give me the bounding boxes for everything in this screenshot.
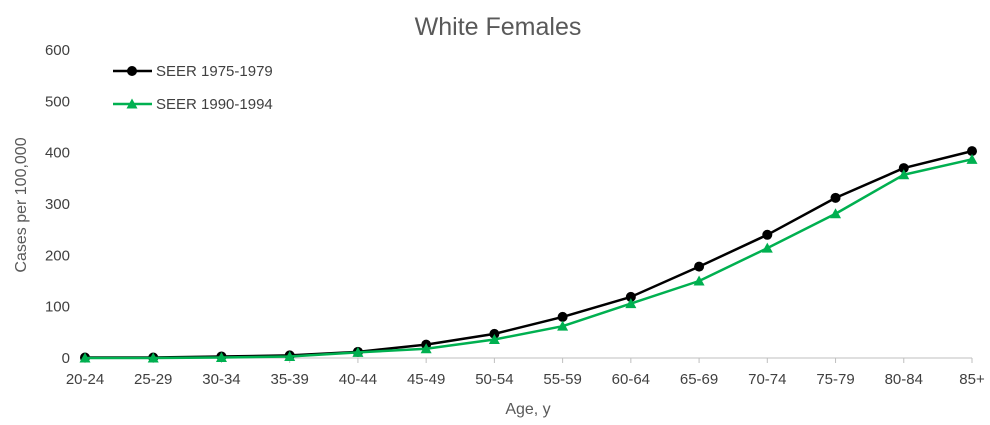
legend-marker-triangle bbox=[126, 98, 138, 109]
legend-label-1: SEER 1975-1979 bbox=[156, 63, 273, 80]
y-tick-label: 200 bbox=[45, 247, 70, 264]
data-point-triangle bbox=[284, 350, 296, 361]
x-tick-label: 45-49 bbox=[407, 371, 445, 388]
data-point-triangle bbox=[147, 352, 159, 363]
chart-title: White Females bbox=[415, 13, 582, 41]
x-tick-label: 55-59 bbox=[543, 371, 581, 388]
series-line-1 bbox=[85, 149, 973, 359]
x-tick-label: 75-79 bbox=[816, 371, 854, 388]
x-axis-title: Age, y bbox=[505, 401, 550, 418]
data-point-triangle bbox=[420, 343, 432, 354]
data-point-circle bbox=[625, 291, 636, 302]
x-tick-label: 40-44 bbox=[339, 371, 377, 388]
legend-label-2: SEER 1990-1994 bbox=[156, 96, 273, 113]
y-tick-label: 300 bbox=[45, 196, 70, 213]
legend: SEER 1975-1979 SEER 1990-1994 bbox=[113, 63, 273, 113]
data-point-triangle bbox=[215, 351, 227, 362]
data-point-triangle bbox=[693, 275, 705, 286]
data-point-triangle bbox=[830, 208, 842, 219]
y-tick-label: 600 bbox=[45, 42, 70, 59]
data-point-circle bbox=[898, 163, 909, 174]
legend-item-seer-1975-1979: SEER 1975-1979 bbox=[113, 63, 273, 80]
data-point-triangle bbox=[488, 334, 500, 345]
data-point-triangle bbox=[557, 320, 569, 331]
x-tick-label: 50-54 bbox=[475, 371, 513, 388]
y-tick-label: 400 bbox=[45, 145, 70, 162]
x-axis-ticks: 20-24 25-29 30-34 35-39 40-44 45-49 50-54 55-59… bbox=[66, 358, 985, 388]
x-tick-label: 65-69 bbox=[680, 371, 718, 388]
x-tick-label: 60-64 bbox=[612, 371, 650, 388]
x-tick-label: 70-74 bbox=[748, 371, 786, 388]
data-point-circle bbox=[967, 146, 977, 157]
data-point-triangle bbox=[352, 346, 364, 357]
data-point-triangle bbox=[625, 298, 637, 309]
y-axis-ticks: 0 100 200 300 400 500 600 bbox=[45, 42, 70, 367]
x-tick-label: 30-34 bbox=[202, 371, 240, 388]
legend-marker-circle bbox=[127, 66, 137, 76]
x-tick-label: 25-29 bbox=[134, 371, 172, 388]
data-point-circle bbox=[830, 192, 841, 203]
legend-item-seer-1990-1994: SEER 1990-1994 bbox=[113, 96, 273, 113]
data-point-circle bbox=[489, 328, 500, 339]
data-point-triangle bbox=[761, 242, 773, 253]
series-layer bbox=[79, 146, 978, 363]
data-point-circle bbox=[557, 311, 568, 322]
x-tick-label: 85+ bbox=[959, 371, 985, 388]
data-point-circle bbox=[694, 261, 705, 272]
data-point-triangle bbox=[966, 153, 978, 164]
data-point-triangle bbox=[898, 169, 910, 180]
x-tick-label: 20-24 bbox=[66, 371, 104, 388]
y-tick-label: 100 bbox=[45, 299, 70, 316]
y-tick-label: 500 bbox=[45, 93, 70, 110]
x-tick-label: 35-39 bbox=[271, 371, 309, 388]
data-point-triangle bbox=[79, 352, 91, 363]
y-axis-title: Cases per 100,000 bbox=[13, 137, 30, 272]
y-tick-label: 0 bbox=[62, 350, 70, 367]
data-point-circle bbox=[762, 229, 773, 240]
x-tick-label: 80-84 bbox=[885, 371, 923, 388]
series-line-2 bbox=[85, 158, 973, 360]
